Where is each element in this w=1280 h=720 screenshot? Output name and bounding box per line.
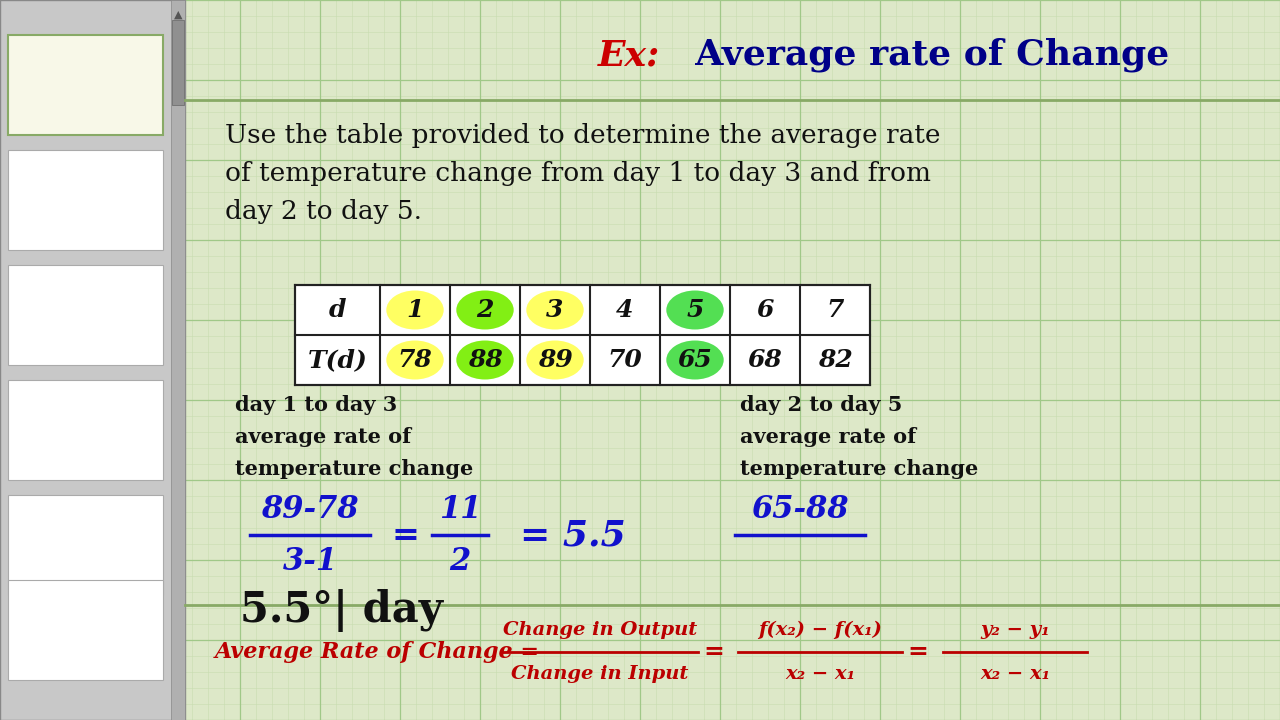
Text: f(x₂) − f(x₁): f(x₂) − f(x₁)	[758, 621, 882, 639]
Ellipse shape	[667, 290, 723, 330]
Text: y₂ − y₁: y₂ − y₁	[980, 621, 1050, 639]
Text: temperature change: temperature change	[236, 459, 474, 479]
Text: of temperature change from day 1 to day 3 and from: of temperature change from day 1 to day …	[225, 161, 931, 186]
Text: Change in Output: Change in Output	[503, 621, 698, 639]
Text: 2: 2	[449, 546, 471, 577]
Text: Change in Input: Change in Input	[511, 665, 689, 683]
Ellipse shape	[387, 341, 444, 379]
Text: 70: 70	[608, 348, 643, 372]
Text: T(d): T(d)	[307, 348, 367, 372]
Text: 68: 68	[748, 348, 782, 372]
FancyBboxPatch shape	[172, 20, 184, 105]
Text: x₂ − x₁: x₂ − x₁	[785, 665, 855, 683]
FancyBboxPatch shape	[8, 150, 163, 250]
Text: 78: 78	[398, 348, 433, 372]
Text: 6: 6	[756, 298, 773, 322]
Text: day 2 to day 5: day 2 to day 5	[740, 395, 902, 415]
Text: day 2 to day 5.: day 2 to day 5.	[225, 199, 422, 223]
Text: 5.5°| day: 5.5°| day	[241, 588, 443, 631]
FancyBboxPatch shape	[294, 285, 870, 385]
FancyBboxPatch shape	[8, 35, 163, 135]
Text: day 1 to day 3: day 1 to day 3	[236, 395, 397, 415]
Ellipse shape	[456, 290, 513, 330]
Text: 65-88: 65-88	[751, 493, 849, 524]
Text: average rate of: average rate of	[236, 427, 411, 447]
Text: =: =	[908, 640, 928, 664]
Text: 5: 5	[686, 298, 704, 322]
FancyBboxPatch shape	[8, 495, 163, 595]
Text: 89: 89	[538, 348, 572, 372]
Text: 3: 3	[547, 298, 563, 322]
Text: 1: 1	[406, 298, 424, 322]
Ellipse shape	[526, 341, 584, 379]
FancyBboxPatch shape	[172, 0, 186, 720]
Text: Use the table provided to determine the average rate: Use the table provided to determine the …	[225, 122, 941, 148]
Text: 7: 7	[827, 298, 844, 322]
Ellipse shape	[456, 341, 513, 379]
Ellipse shape	[387, 290, 444, 330]
Text: d: d	[329, 298, 347, 322]
Text: 82: 82	[818, 348, 852, 372]
FancyBboxPatch shape	[8, 380, 163, 480]
Ellipse shape	[526, 290, 584, 330]
Text: Ex:: Ex:	[598, 38, 660, 72]
FancyBboxPatch shape	[8, 265, 163, 365]
Text: 89-78: 89-78	[261, 493, 358, 524]
Text: 65: 65	[677, 348, 713, 372]
Text: ▲: ▲	[174, 10, 182, 20]
Text: x₂ − x₁: x₂ − x₁	[980, 665, 1050, 683]
Text: 4: 4	[616, 298, 634, 322]
Ellipse shape	[667, 341, 723, 379]
Text: =: =	[392, 518, 419, 552]
Text: =: =	[704, 640, 724, 664]
Text: 88: 88	[467, 348, 502, 372]
Text: Average Rate of Change =: Average Rate of Change =	[215, 641, 548, 663]
Text: 2: 2	[476, 298, 494, 322]
Text: Average rate of Change: Average rate of Change	[669, 37, 1169, 72]
FancyBboxPatch shape	[0, 0, 186, 720]
Text: average rate of: average rate of	[740, 427, 916, 447]
Text: = 5.5: = 5.5	[520, 518, 626, 552]
Text: temperature change: temperature change	[740, 459, 978, 479]
Text: 3-1: 3-1	[283, 546, 338, 577]
FancyBboxPatch shape	[8, 580, 163, 680]
Text: 11: 11	[439, 493, 481, 524]
